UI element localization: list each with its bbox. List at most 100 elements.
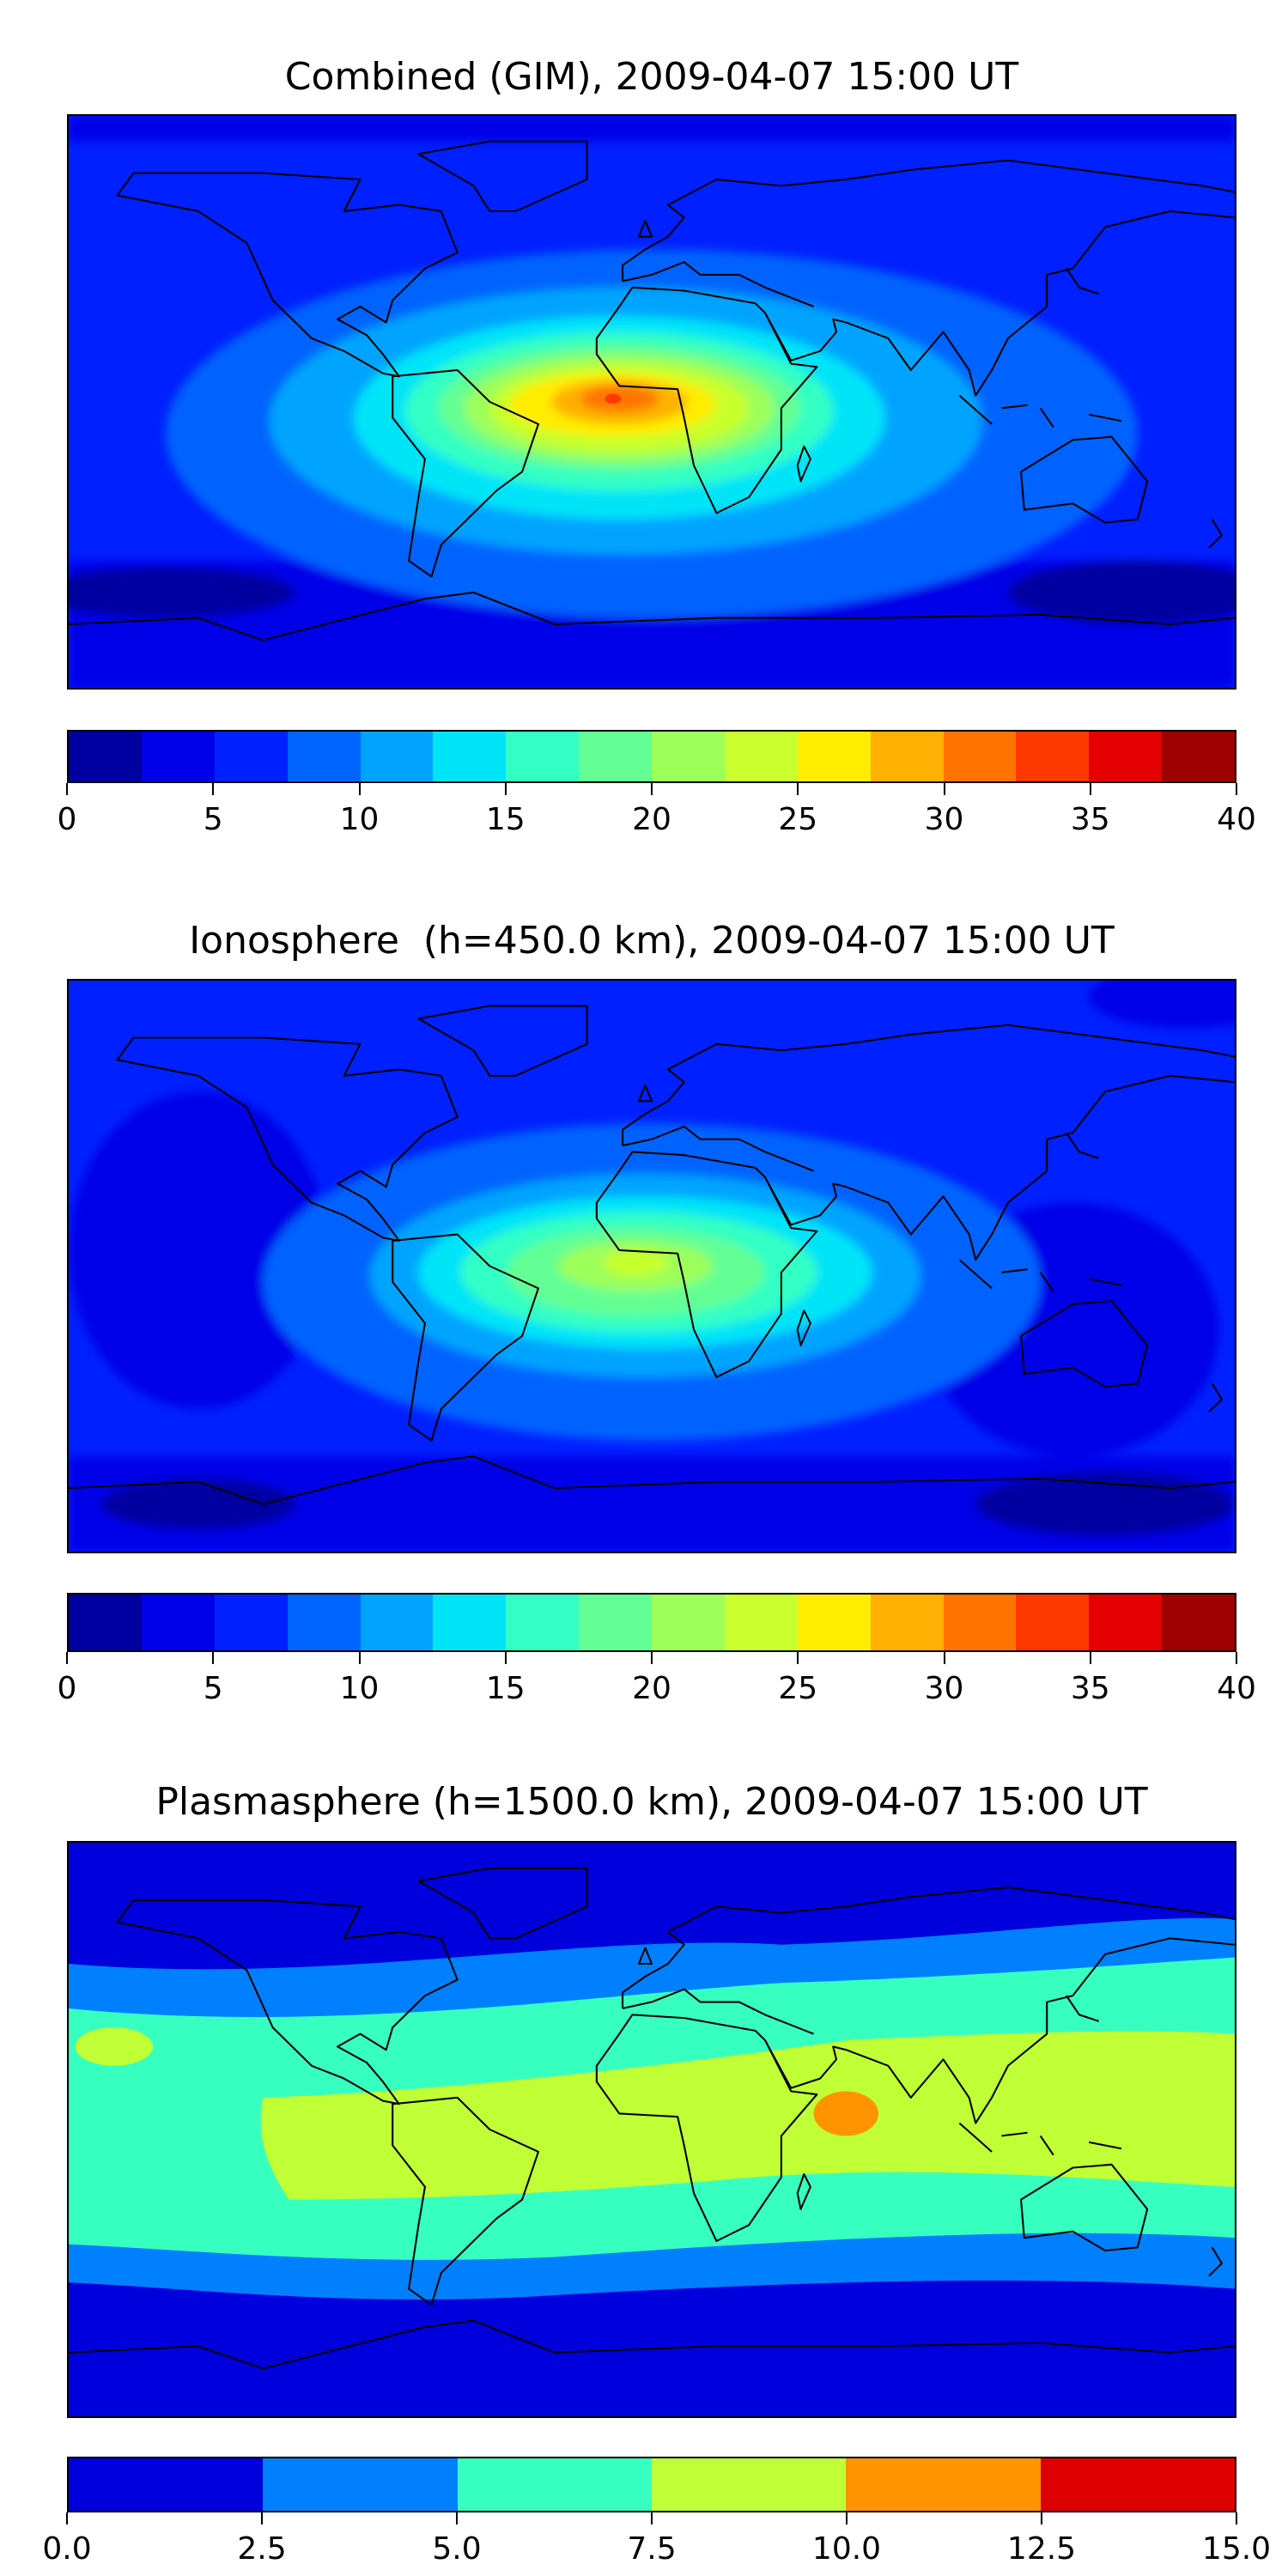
colorbar-tick-label: 40 [1217, 802, 1256, 837]
colorbar-tick-mark [1041, 2512, 1042, 2524]
colorbar-swatch [457, 2458, 652, 2511]
colorbar-swatch [360, 1595, 434, 1650]
colorbar-tick-mark [943, 1652, 945, 1664]
colorbar-tick-mark [651, 783, 653, 795]
field-contour [260, 2031, 1235, 2200]
field-contour [1007, 561, 1235, 624]
colorbar-tick-mark [1089, 1652, 1091, 1664]
field-contour [75, 2027, 154, 2066]
colorbar-swatch [506, 732, 580, 781]
colorbar-swatch [724, 1595, 798, 1650]
field-contour [69, 1091, 328, 1409]
map-plasmasphere [67, 1841, 1236, 2418]
field-peak [605, 393, 622, 404]
colorbar-swatch [214, 732, 288, 781]
field-band-north [69, 116, 1235, 142]
colorbar-tick-label: 25 [778, 1671, 818, 1706]
colorbar-swatch [652, 732, 725, 781]
colorbar-tick-mark [358, 783, 361, 795]
colorbar-ionosphere [67, 1593, 1236, 1652]
colorbar-ticks-combined: 0 5 10 15 20 25 30 35 40 [58, 783, 1256, 837]
colorbar-plasmasphere [67, 2457, 1236, 2512]
colorbar-tick-mark [504, 783, 507, 795]
colorbar-tick-mark [846, 2512, 848, 2524]
colorbar-swatch [652, 1595, 725, 1650]
colorbar-tick-mark [1089, 783, 1091, 795]
colorbar-tick-mark [1236, 783, 1237, 795]
colorbar-swatch [69, 732, 142, 781]
field-contour [100, 1479, 296, 1530]
colorbar-tick-mark [797, 1652, 799, 1664]
colorbar-tick-label: 5 [203, 802, 223, 837]
colorbar-tick-label: 40 [1217, 1671, 1256, 1706]
colorbar-tick-mark [261, 2512, 263, 2524]
colorbar-tick-mark [66, 783, 68, 795]
colorbar-swatch [141, 732, 215, 781]
colorbar-swatch [579, 1595, 652, 1650]
colorbar-swatch [579, 732, 652, 781]
colorbar-swatch [1162, 732, 1235, 781]
colorbar-tick-label: 5.0 [432, 2531, 482, 2567]
colorbar-tick-label: 15.0 [1201, 2531, 1272, 2567]
colorbar-tick-mark [943, 783, 945, 795]
colorbar-swatch [1016, 1595, 1090, 1650]
colorbar-tick-mark [212, 1652, 215, 1664]
colorbar-swatch [433, 1595, 507, 1650]
colorbar-swatch [797, 732, 871, 781]
field-contour [1089, 981, 1235, 1029]
colorbar-swatch [69, 2458, 264, 2511]
colorbar-tick-mark [1236, 2512, 1237, 2524]
colorbar-swatch [870, 732, 944, 781]
colorbar-tick-mark [66, 2512, 68, 2524]
colorbar-swatch [287, 1595, 361, 1650]
field-contour [69, 567, 296, 618]
chart-title-combined: Combined (GIM), 2009-04-07 15:00 UT [284, 55, 1019, 99]
colorbar-tick-mark [651, 1652, 653, 1664]
colorbar-swatch [724, 732, 798, 781]
colorbar-tick-mark [358, 1652, 361, 1664]
colorbar-tick-label: 25 [778, 802, 818, 837]
colorbar-combined [67, 730, 1236, 783]
colorbar-tick-mark [212, 783, 215, 795]
colorbar-tick-label: 0 [57, 802, 77, 837]
colorbar-tick-label: 30 [924, 1671, 964, 1706]
colorbar-swatch [870, 1595, 944, 1650]
colorbar-tick-label: 15 [485, 1671, 526, 1706]
colorbar-swatch [263, 2458, 458, 2511]
colorbar-swatch [943, 1595, 1017, 1650]
field-contour [975, 1472, 1235, 1536]
colorbar-swatch [797, 1595, 871, 1650]
colorbar-ticks-plasmasphere: 0.0 2.5 5.0 7.5 10.0 12.5 15.0 [42, 2512, 1271, 2567]
field-peak [603, 1250, 668, 1276]
colorbar-swatch [1089, 1595, 1163, 1650]
colorbar-swatch [69, 1595, 142, 1650]
colorbar-tick-mark [651, 2512, 653, 2524]
colorbar-ticks-ionosphere: 0 5 10 15 20 25 30 35 40 [58, 1652, 1256, 1706]
colorbar-tick-label: 15 [485, 802, 526, 837]
colorbar-tick-label: 10.0 [811, 2531, 882, 2567]
field-peak [813, 2091, 879, 2136]
colorbar-tick-label: 30 [924, 802, 964, 837]
colorbar-tick-mark [456, 2512, 458, 2524]
colorbar-tick-mark [797, 783, 799, 795]
colorbar-tick-label: 0.0 [42, 2531, 92, 2567]
colorbar-tick-mark [1236, 1652, 1237, 1664]
colorbar-tick-label: 10 [339, 1671, 380, 1706]
colorbar-swatch [214, 1595, 288, 1650]
colorbar-swatch [943, 732, 1017, 781]
colorbar-swatch [360, 732, 434, 781]
chart-title-plasmasphere: Plasmasphere (h=1500.0 km), 2009-04-07 1… [155, 1780, 1148, 1824]
colorbar-tick-label: 20 [632, 802, 671, 837]
colorbar-tick-label: 12.5 [1006, 2531, 1077, 2567]
colorbar-tick-label: 35 [1070, 1671, 1110, 1706]
colorbar-tick-label: 5 [203, 1671, 223, 1706]
colorbar-tick-mark [504, 1652, 507, 1664]
colorbar-tick-mark [66, 1652, 68, 1664]
chart-title-ionosphere: Ionosphere (h=450.0 km), 2009-04-07 15:0… [189, 919, 1115, 963]
colorbar-swatch [433, 732, 507, 781]
colorbar-swatch [1162, 1595, 1235, 1650]
colorbar-swatch [141, 1595, 215, 1650]
colorbar-swatch [651, 2458, 847, 2511]
colorbar-tick-label: 10 [339, 802, 380, 837]
colorbar-swatch [287, 732, 361, 781]
